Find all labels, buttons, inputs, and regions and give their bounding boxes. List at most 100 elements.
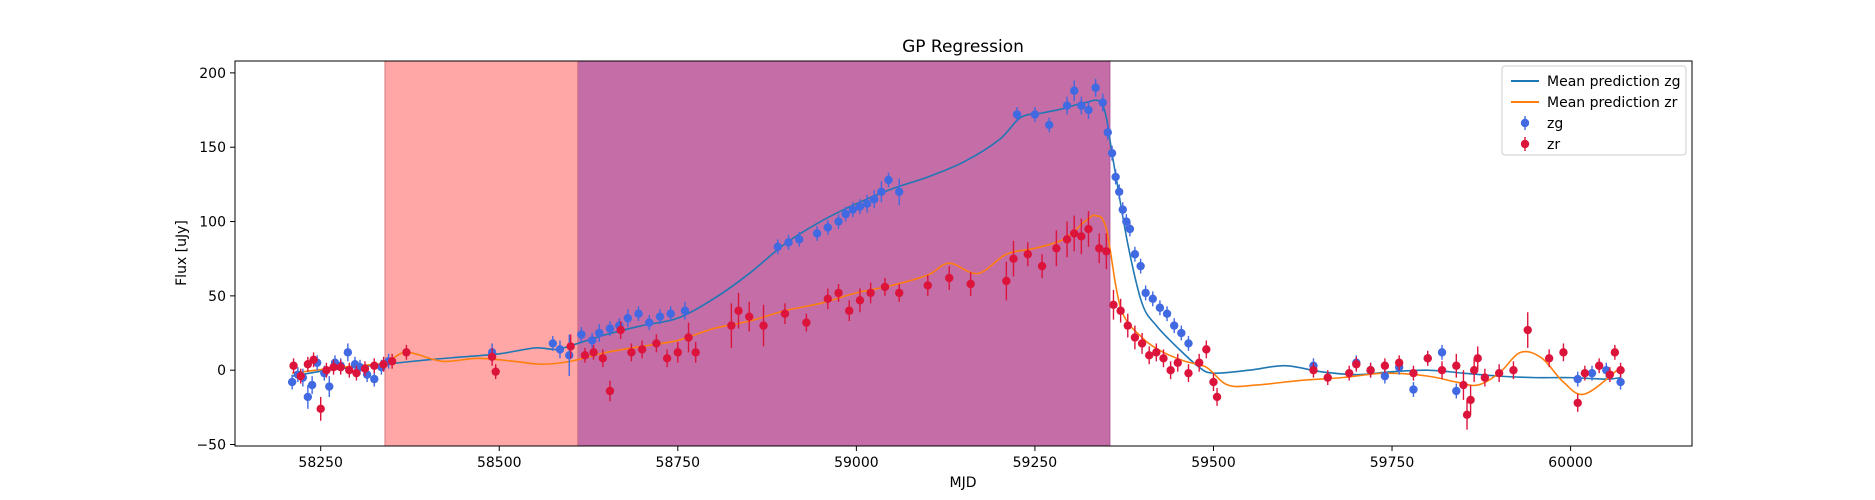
point-zr [1116, 298, 1125, 323]
marker [1144, 351, 1154, 360]
marker [773, 242, 783, 252]
point-zg [823, 220, 832, 235]
marker [1437, 348, 1447, 357]
marker [1452, 386, 1461, 396]
marker [360, 364, 370, 373]
point-zr [1173, 353, 1182, 372]
point-zr [1159, 349, 1168, 368]
point-zg [870, 190, 879, 209]
marker [652, 339, 661, 348]
marker [666, 309, 675, 318]
marker [605, 386, 615, 396]
marker [1573, 374, 1582, 384]
y-axis-title: Flux [uJy] [174, 220, 190, 286]
point-zr [684, 322, 693, 353]
marker [1209, 377, 1218, 387]
point-zg [862, 194, 872, 213]
point-zg [1437, 344, 1447, 360]
marker [1091, 83, 1100, 92]
marker [370, 374, 379, 384]
marker [1616, 377, 1625, 387]
legend-swatch [1520, 118, 1530, 128]
marker [1469, 365, 1479, 375]
marker [673, 348, 683, 357]
marker [684, 333, 693, 342]
point-zr [1070, 215, 1079, 252]
point-zr [923, 275, 932, 296]
marker [587, 336, 597, 345]
point-zg [605, 321, 615, 336]
marker [1169, 321, 1179, 330]
marker [655, 312, 665, 321]
point-zg [548, 336, 558, 351]
marker [1212, 392, 1222, 402]
marker [1480, 373, 1490, 382]
point-zr [652, 334, 661, 353]
marker [745, 312, 754, 321]
point-zr [1580, 365, 1590, 381]
point-zr [866, 282, 875, 304]
marker [1095, 244, 1104, 253]
point-zg [680, 301, 690, 320]
point-zr [1352, 356, 1361, 372]
marker [1109, 300, 1118, 309]
marker [1077, 101, 1086, 110]
point-zr [1366, 362, 1375, 378]
x-tick-label: 58250 [298, 455, 343, 471]
marker [1573, 398, 1582, 408]
marker [855, 296, 865, 305]
marker [1473, 354, 1482, 363]
point-zg [1084, 101, 1093, 119]
point-zr [745, 301, 754, 332]
marker [802, 318, 811, 327]
point-zr [1109, 289, 1118, 320]
marker [325, 382, 334, 391]
point-zg [841, 206, 850, 222]
point-zr [1194, 353, 1204, 372]
marker [1037, 261, 1047, 271]
point-zr [1616, 362, 1625, 378]
marker [303, 360, 313, 369]
point-zr [345, 362, 354, 378]
point-zr [1152, 343, 1161, 362]
marker [1559, 348, 1568, 357]
point-zr [1077, 218, 1086, 255]
marker [1084, 224, 1093, 234]
point-zr [1473, 346, 1482, 371]
marker [1062, 235, 1072, 244]
point-zr [1573, 393, 1582, 412]
point-zg [1148, 291, 1157, 307]
point-zr [566, 334, 575, 359]
marker [1002, 276, 1011, 286]
point-zg [577, 327, 586, 342]
point-zg [884, 172, 893, 188]
marker [491, 367, 500, 376]
marker [605, 324, 615, 333]
point-zr [598, 349, 608, 368]
point-zr [1037, 254, 1047, 279]
point-zr [1023, 242, 1032, 267]
point-zg [1062, 96, 1072, 115]
point-zr [1452, 353, 1461, 378]
point-zr [1594, 358, 1604, 374]
point-zg [1114, 184, 1124, 200]
marker [303, 392, 313, 402]
point-zr [303, 356, 313, 372]
x-tick-label: 59500 [1191, 455, 1236, 471]
point-zr [945, 266, 954, 290]
marker [1084, 105, 1093, 115]
point-zg [634, 306, 643, 322]
data-points [287, 78, 1625, 430]
point-zr [1559, 343, 1568, 362]
y-tick-label: 200 [199, 66, 226, 82]
marker [877, 187, 886, 197]
point-zr [734, 292, 743, 329]
legend-label: Mean prediction zr [1547, 95, 1678, 111]
point-zg [1070, 80, 1079, 102]
point-zr [1102, 233, 1111, 270]
marker [1107, 148, 1117, 158]
point-zr [1469, 358, 1479, 383]
point-zg [1118, 202, 1127, 218]
point-zg [623, 309, 633, 328]
marker [580, 351, 590, 360]
